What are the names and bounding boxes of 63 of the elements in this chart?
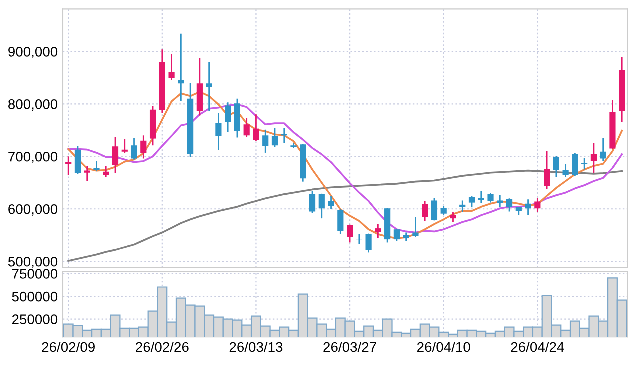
candlestick bbox=[225, 102, 232, 134]
candlestick bbox=[66, 156, 72, 176]
candlestick bbox=[328, 195, 334, 210]
candlestick bbox=[281, 128, 288, 144]
y-tick-label: 800,000 bbox=[8, 99, 58, 111]
candlestick bbox=[178, 33, 184, 102]
candlestick bbox=[412, 216, 419, 238]
candlestick bbox=[450, 212, 456, 223]
y-tick-label: 750000 bbox=[12, 269, 58, 279]
candlestick bbox=[318, 193, 325, 220]
candlestick bbox=[103, 165, 110, 178]
candlestick bbox=[122, 138, 128, 154]
candlestick bbox=[422, 200, 428, 222]
candlestick bbox=[253, 114, 260, 142]
candlestick bbox=[94, 160, 100, 172]
candlestick bbox=[375, 224, 382, 239]
candlestick bbox=[440, 205, 447, 216]
candlestick bbox=[356, 234, 362, 245]
candlestick bbox=[478, 190, 484, 204]
candlestick bbox=[497, 194, 504, 208]
candlestick bbox=[590, 142, 598, 174]
candlestick bbox=[262, 129, 269, 154]
candlestick bbox=[460, 200, 466, 213]
candlestick bbox=[140, 134, 147, 160]
y-tick-label: 700,000 bbox=[8, 152, 58, 164]
candlestick bbox=[544, 150, 550, 190]
y-tick-label: 500,000 bbox=[8, 256, 58, 268]
candlestick bbox=[206, 61, 212, 112]
candlestick bbox=[74, 145, 82, 176]
x-tick-label: 26/04/24 bbox=[511, 342, 564, 352]
y-tick-label: 900,000 bbox=[8, 47, 58, 58]
y-tick-label: 500000 bbox=[12, 292, 58, 302]
candlestick bbox=[582, 158, 588, 170]
x-tick-label: 26/02/09 bbox=[42, 342, 95, 352]
candlestick bbox=[525, 198, 532, 216]
candlestick bbox=[366, 233, 372, 254]
candlestick bbox=[600, 138, 606, 162]
candlestick bbox=[131, 138, 138, 160]
candlestick bbox=[112, 136, 119, 174]
x-tick-label: 26/03/27 bbox=[324, 342, 376, 352]
y-tick-label: 250000 bbox=[12, 314, 58, 324]
line-series bbox=[68, 170, 624, 262]
candlestick bbox=[216, 112, 222, 152]
candlestick bbox=[534, 197, 541, 213]
candlestick bbox=[84, 165, 90, 182]
candlestick bbox=[309, 190, 316, 214]
candlestick bbox=[431, 197, 438, 222]
candlestick bbox=[338, 208, 344, 236]
x-tick-label: 26/03/13 bbox=[230, 342, 283, 352]
x-tick-label: 26/04/10 bbox=[418, 342, 470, 352]
candlestick bbox=[553, 155, 560, 178]
candlestick bbox=[506, 198, 513, 212]
candlestick bbox=[468, 196, 476, 208]
candlestick bbox=[572, 152, 578, 177]
candlestick bbox=[394, 228, 400, 242]
candlestick bbox=[346, 224, 354, 244]
candlestick bbox=[272, 128, 278, 148]
y-tick-label: 600,000 bbox=[8, 204, 58, 216]
x-tick-label: 26/02/26 bbox=[136, 342, 189, 352]
candlestick bbox=[488, 192, 494, 204]
candlestick bbox=[168, 54, 175, 81]
candlestick bbox=[244, 118, 250, 138]
candlestick bbox=[562, 164, 569, 178]
